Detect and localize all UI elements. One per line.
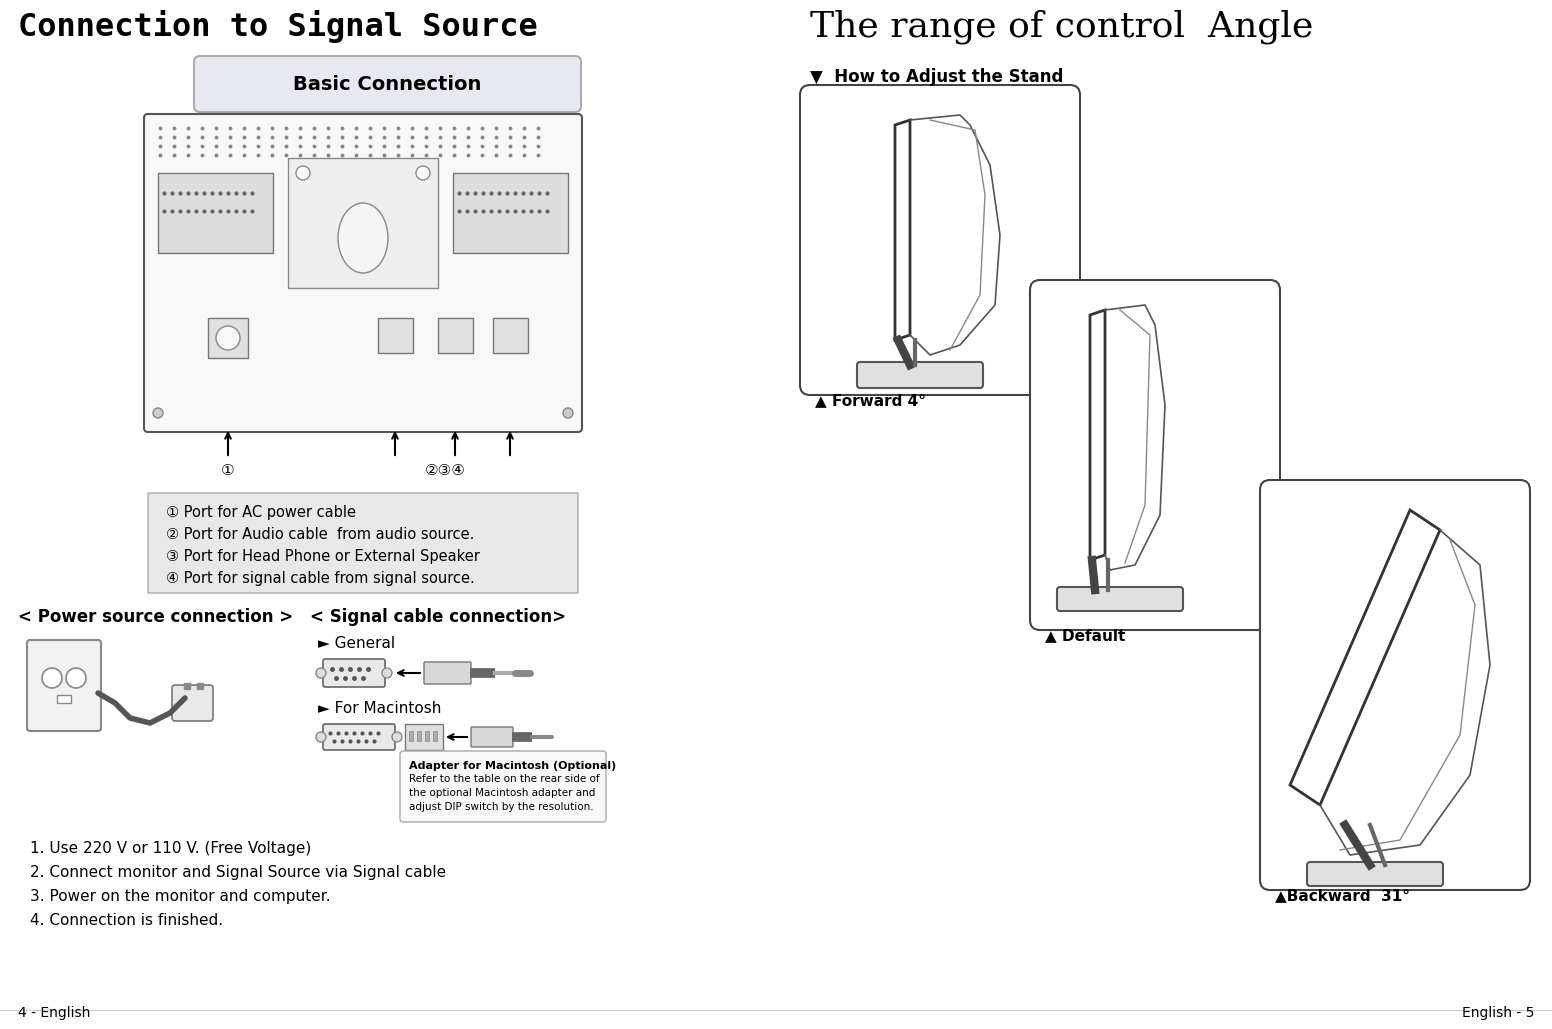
FancyBboxPatch shape: [172, 685, 213, 721]
Bar: [410, 731, 413, 741]
FancyBboxPatch shape: [323, 724, 396, 750]
FancyBboxPatch shape: [1307, 862, 1443, 886]
FancyBboxPatch shape: [857, 362, 982, 388]
FancyBboxPatch shape: [144, 114, 582, 432]
Text: ▼  How to Adjust the Stand: ▼ How to Adjust the Stand: [810, 68, 1063, 86]
Text: ② Port for Audio cable  from audio source.: ② Port for Audio cable from audio source…: [166, 527, 475, 542]
Bar: [453, 173, 568, 253]
Text: Connection to Signal Source: Connection to Signal Source: [19, 10, 537, 43]
Circle shape: [154, 409, 163, 418]
Text: ▲ Default: ▲ Default: [1044, 628, 1125, 643]
Circle shape: [317, 732, 326, 742]
Bar: [158, 173, 273, 253]
Text: Refer to the table on the rear side of: Refer to the table on the rear side of: [410, 774, 599, 784]
FancyBboxPatch shape: [424, 662, 470, 684]
Text: Adapter for Macintosh (Optional): Adapter for Macintosh (Optional): [410, 761, 616, 771]
FancyBboxPatch shape: [470, 728, 514, 747]
Circle shape: [393, 732, 402, 742]
Circle shape: [563, 409, 573, 418]
Bar: [57, 695, 71, 703]
Text: ③ Port for Head Phone or External Speaker: ③ Port for Head Phone or External Speake…: [166, 549, 480, 564]
Bar: [405, 724, 442, 750]
Circle shape: [42, 668, 62, 688]
Text: 4. Connection is finished.: 4. Connection is finished.: [29, 913, 223, 928]
Text: ► General: ► General: [318, 636, 396, 651]
FancyBboxPatch shape: [147, 493, 577, 593]
Bar: [417, 731, 421, 741]
FancyBboxPatch shape: [799, 85, 1080, 395]
Bar: [438, 318, 473, 353]
FancyBboxPatch shape: [26, 640, 101, 731]
FancyBboxPatch shape: [1057, 587, 1183, 611]
Text: 2. Connect monitor and Signal Source via Signal cable: 2. Connect monitor and Signal Source via…: [29, 865, 445, 880]
Text: < Power source connection >: < Power source connection >: [19, 608, 293, 626]
Circle shape: [67, 668, 85, 688]
Bar: [494, 318, 528, 353]
Ellipse shape: [338, 203, 388, 273]
Text: < Signal cable connection>: < Signal cable connection>: [310, 608, 566, 626]
Text: ①: ①: [222, 463, 234, 478]
Polygon shape: [1290, 510, 1440, 805]
Polygon shape: [896, 120, 909, 340]
Text: 1. Use 220 V or 110 V. (Free Voltage): 1. Use 220 V or 110 V. (Free Voltage): [29, 841, 312, 856]
Text: ► For Macintosh: ► For Macintosh: [318, 701, 441, 716]
FancyBboxPatch shape: [323, 659, 385, 687]
Circle shape: [416, 166, 430, 180]
Text: ▲Backward  31°: ▲Backward 31°: [1276, 888, 1411, 903]
Circle shape: [296, 166, 310, 180]
Text: ① Port for AC power cable: ① Port for AC power cable: [166, 505, 355, 520]
Bar: [379, 318, 413, 353]
Text: ▲ Forward 4°: ▲ Forward 4°: [815, 393, 927, 409]
Text: Basic Connection: Basic Connection: [293, 74, 481, 94]
Circle shape: [382, 668, 393, 678]
Text: ④ Port for signal cable from signal source.: ④ Port for signal cable from signal sour…: [166, 571, 475, 586]
Text: The range of control  Angle: The range of control Angle: [810, 10, 1313, 44]
Bar: [433, 731, 438, 741]
FancyBboxPatch shape: [400, 751, 605, 822]
Text: 3. Power on the monitor and computer.: 3. Power on the monitor and computer.: [29, 889, 331, 904]
Text: the optional Macintosh adapter and: the optional Macintosh adapter and: [410, 788, 596, 799]
Bar: [289, 158, 438, 288]
Text: English - 5: English - 5: [1462, 1006, 1533, 1020]
Circle shape: [317, 668, 326, 678]
Text: 4 - English: 4 - English: [19, 1006, 90, 1020]
Bar: [208, 318, 248, 358]
Bar: [425, 731, 428, 741]
Circle shape: [216, 326, 241, 350]
FancyBboxPatch shape: [1031, 280, 1280, 630]
FancyBboxPatch shape: [194, 56, 580, 112]
FancyBboxPatch shape: [1260, 480, 1530, 890]
Polygon shape: [1090, 310, 1105, 560]
Text: adjust DIP switch by the resolution.: adjust DIP switch by the resolution.: [410, 802, 593, 812]
Text: ②③④: ②③④: [425, 463, 466, 478]
